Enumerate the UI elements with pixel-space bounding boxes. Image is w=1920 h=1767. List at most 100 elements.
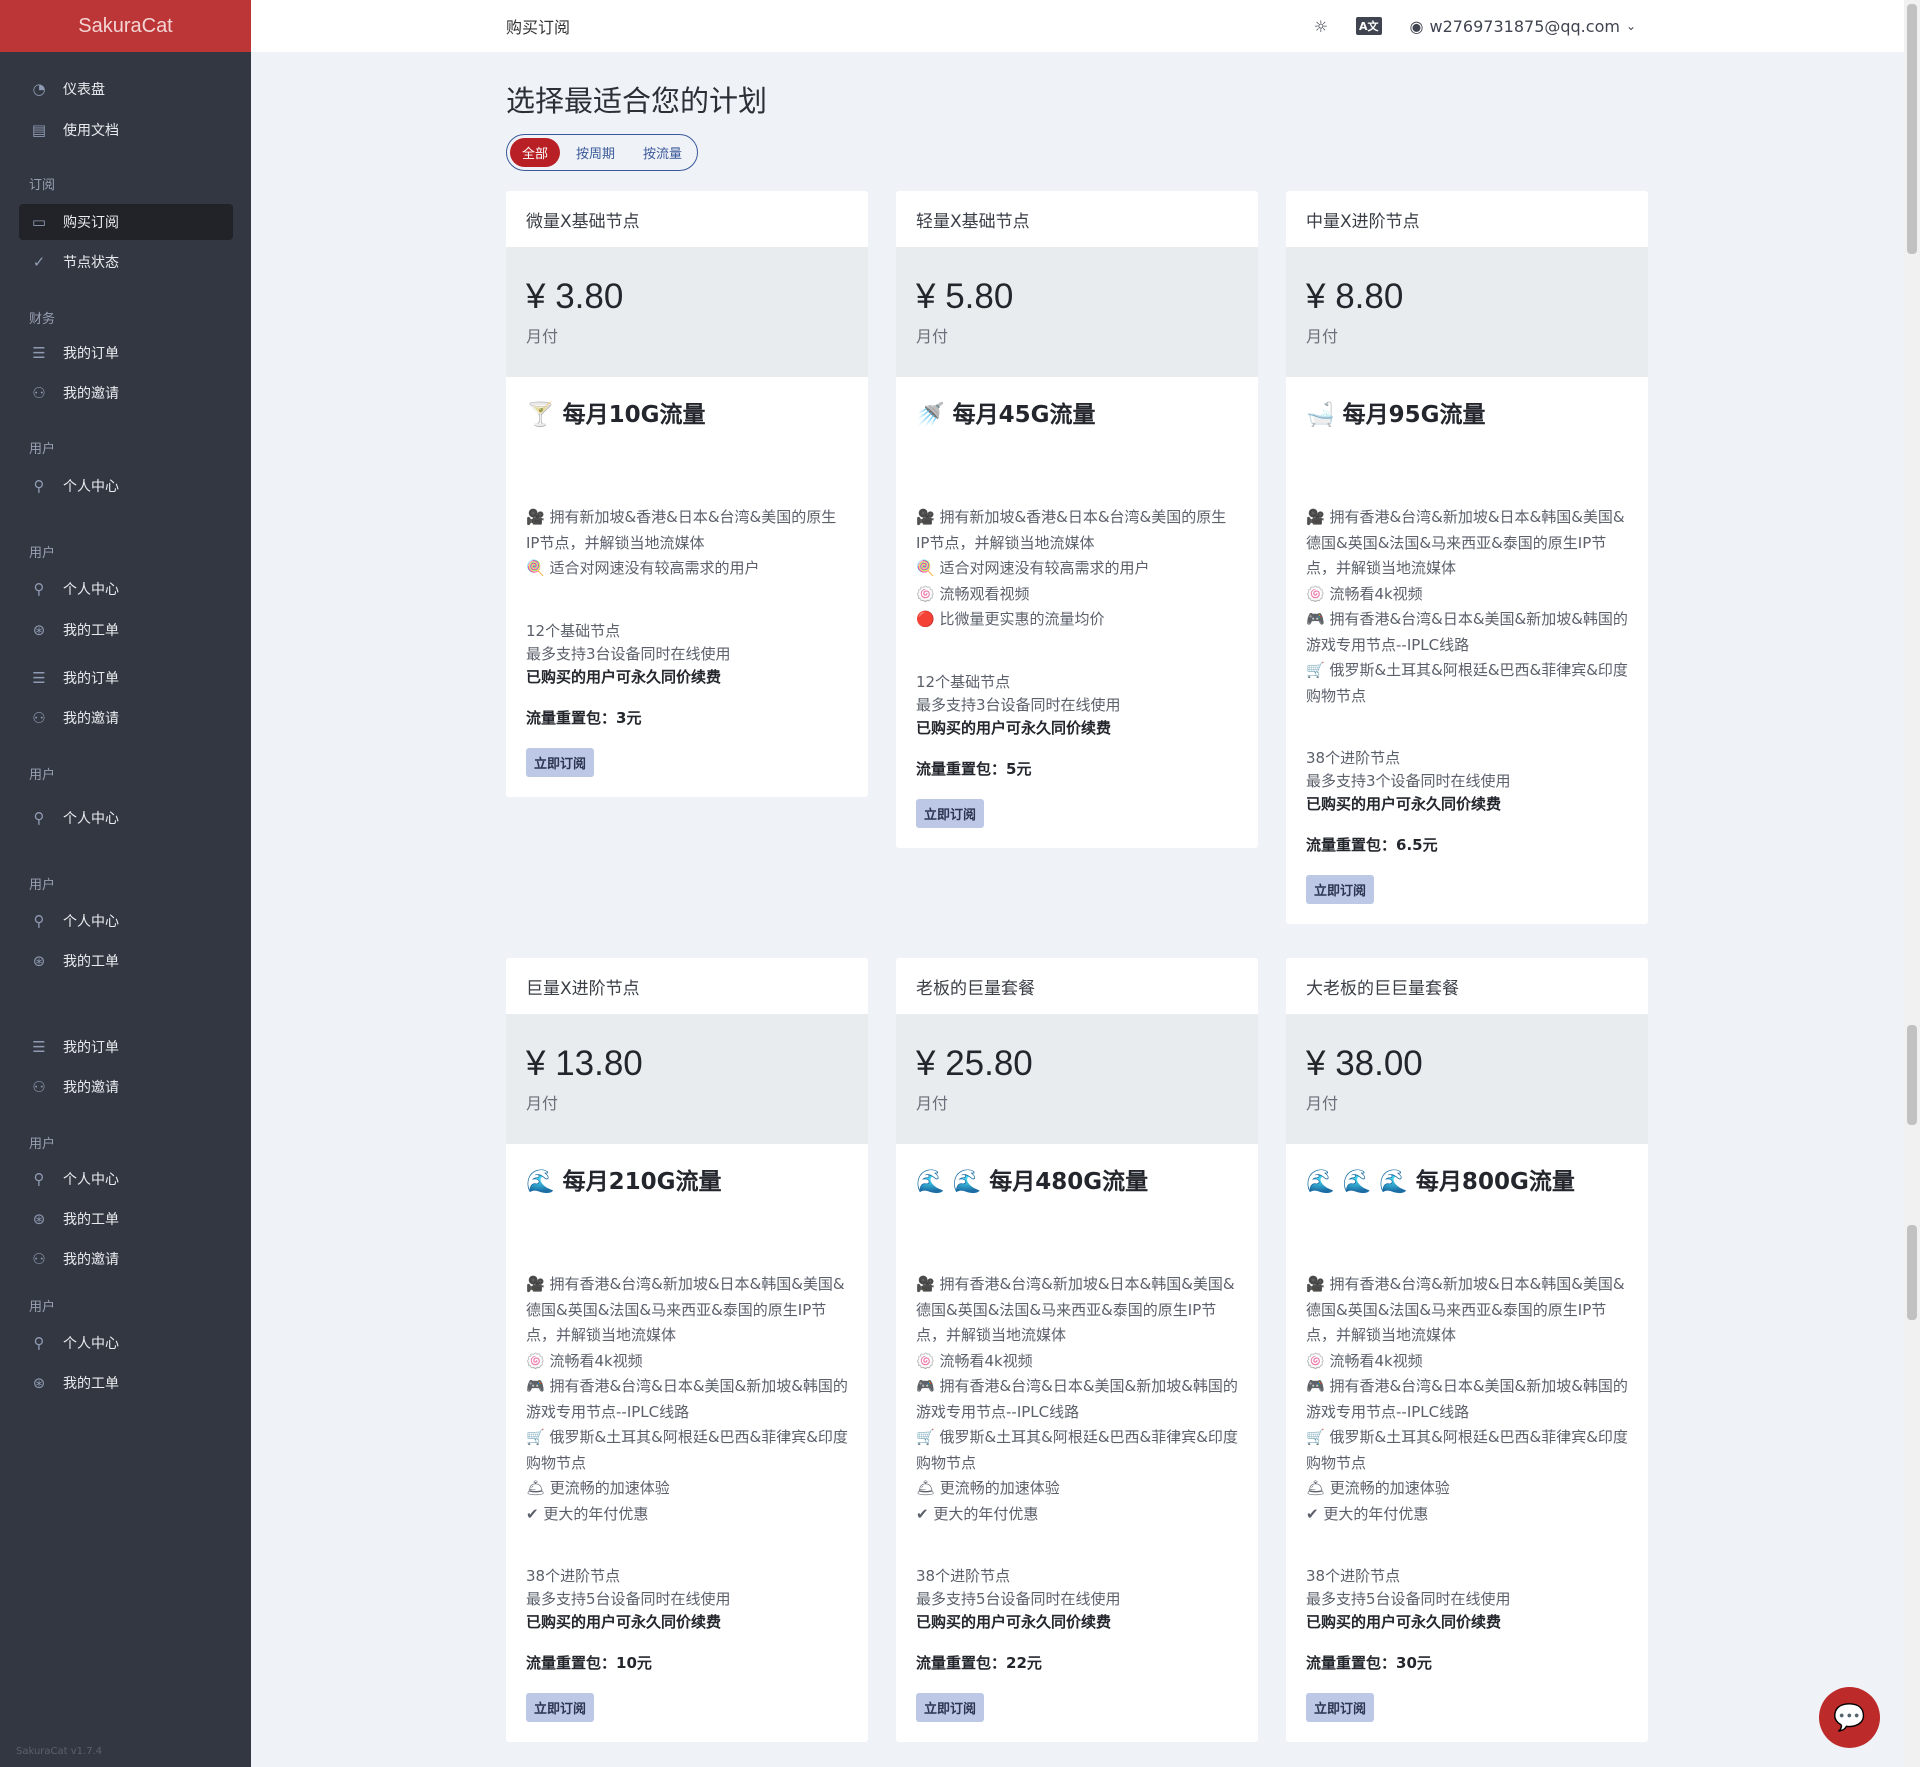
scrollbar[interactable] bbox=[1904, 0, 1920, 1767]
subscribe-button[interactable]: 立即订阅 bbox=[916, 1693, 985, 1722]
tab[interactable]: 按流量 bbox=[643, 147, 683, 162]
user-icon: ⚲ bbox=[33, 912, 45, 930]
sidebar-item[interactable]: ⚇ 我的邀请 bbox=[19, 375, 233, 411]
plan-grid: 微量X基础节点 ¥ 3.80 月付 🍸 每月10G流量 🎥 拥有新加坡&香港&日本&台湾… bbox=[506, 191, 1648, 1742]
plan-reset-price: 流量重置包：6.5元 bbox=[1306, 836, 1438, 854]
plan-feature: 🍥 流畅看4k视频 bbox=[916, 1351, 1033, 1370]
plan-feature: 🛎 更流畅的加速体验 bbox=[526, 1479, 670, 1497]
sidebar-item-label: 个人中心 bbox=[63, 582, 119, 598]
brand-logo[interactable]: SakuraCat bbox=[0, 0, 251, 52]
users-icon: ⚇ bbox=[32, 384, 46, 402]
users-icon: ⚇ bbox=[32, 1250, 46, 1268]
lifebuoy-icon: ⊛ bbox=[32, 1210, 46, 1228]
sidebar: SakuraCat ◔ 仪表盘 ▤ 使用文档 订阅 ▭ 购买订阅 ✓ 节点状态 财务 ☰ 我的订单 ⚇ 我… bbox=[0, 0, 251, 1767]
plan-feature: 🛒 俄罗斯&土耳其&阿根廷&巴西&菲律宾&印度购物节点 bbox=[1306, 1428, 1628, 1472]
main-content: 选择最适合您的计划 全部 按周期 按流量 微量X基础节点 ¥ 3.80 月付 🍸 每月10… bbox=[506, 52, 1648, 1742]
scrollbar-thumb[interactable] bbox=[1907, 1225, 1917, 1320]
plan-devices: 最多支持3台设备同时在线使用 bbox=[916, 695, 1121, 714]
sidebar-item[interactable]: ◔ 仪表盘 bbox=[19, 71, 233, 107]
plan-devices: 最多支持5台设备同时在线使用 bbox=[1306, 1590, 1511, 1608]
plan-renew: 已购买的用户可永久同价续费 bbox=[916, 718, 1112, 737]
plan-name: 轻量X基础节点 bbox=[916, 211, 1030, 232]
subscribe-button[interactable]: 立即订阅 bbox=[1306, 875, 1375, 904]
sidebar-item-label: 节点状态 bbox=[63, 255, 119, 271]
plan-period: 月付 bbox=[1306, 1094, 1339, 1113]
plan-feature: 🎮 拥有香港&台湾&日本&美国&新加坡&韩国的游戏专用节点--IPLC线路 bbox=[1306, 610, 1628, 654]
lifebuoy-icon: ⊛ bbox=[32, 621, 46, 639]
plan-devices: 最多支持5台设备同时在线使用 bbox=[916, 1590, 1121, 1608]
sidebar-item-label: 我的订单 bbox=[63, 1040, 119, 1056]
sidebar-item-label: 购买订阅 bbox=[63, 215, 119, 231]
plan-devices: 最多支持5台设备同时在线使用 bbox=[526, 1590, 731, 1608]
sidebar-item-label: 个人中心 bbox=[63, 1172, 119, 1188]
theme-icon[interactable]: ☼ bbox=[1313, 16, 1328, 36]
plan-feature: ✔ 更大的年付优惠 bbox=[916, 1504, 1039, 1523]
subscribe-button[interactable]: 立即订阅 bbox=[916, 798, 985, 828]
plan-headline: 🌊 每月210G流量 bbox=[526, 1169, 722, 1195]
sidebar-item[interactable]: ✓ 节点状态 bbox=[19, 244, 233, 280]
plan-nodes: 38个进阶节点 bbox=[1306, 1567, 1401, 1585]
plan-reset-price: 流量重置包：5元 bbox=[916, 759, 1032, 778]
sidebar-item[interactable]: ⚇ 我的邀请 bbox=[19, 1241, 233, 1277]
sidebar-item[interactable]: ⚇ 我的邀请 bbox=[19, 700, 233, 736]
plan-price: ¥ 3.80 bbox=[526, 277, 624, 316]
sidebar-item[interactable]: ▤ 使用文档 bbox=[19, 112, 233, 148]
sidebar-item[interactable]: ⚲ 个人中心 bbox=[19, 903, 233, 939]
plan-feature: 🔴 比微量更实惠的流量均价 bbox=[916, 610, 1105, 628]
sidebar-item[interactable]: ☰ 我的订单 bbox=[19, 1029, 233, 1065]
plan-reset-price: 流量重置包：22元 bbox=[916, 1654, 1042, 1672]
plan-period: 月付 bbox=[1306, 327, 1339, 346]
tab[interactable]: 按周期 bbox=[576, 147, 616, 162]
sidebar-item[interactable]: ⊛ 我的工单 bbox=[19, 943, 233, 979]
sidebar-item-label: 我的邀请 bbox=[63, 711, 119, 727]
user-menu[interactable]: ◉ w2769731875@qq.com ⌄ bbox=[1410, 17, 1636, 36]
sidebar-item[interactable]: ▭ 购买订阅 bbox=[19, 204, 233, 240]
sidebar-item[interactable]: ☰ 我的订单 bbox=[19, 335, 233, 371]
plan-devices: 最多支持3台设备同时在线使用 bbox=[526, 644, 731, 663]
plan-nodes: 38个进阶节点 bbox=[916, 1567, 1011, 1585]
chat-button[interactable]: 💬 bbox=[1819, 1687, 1880, 1748]
plan-feature: 🎥 拥有新加坡&香港&日本&台湾&美国的原生IP节点，并解锁当地流媒体 bbox=[526, 508, 837, 552]
sidebar-item-label: 我的工单 bbox=[63, 1376, 119, 1392]
subscribe-button[interactable]: 立即订阅 bbox=[526, 747, 595, 777]
plan-feature: 🛎 更流畅的加速体验 bbox=[1306, 1479, 1450, 1497]
list-icon: ☰ bbox=[32, 1038, 46, 1056]
plan-period: 月付 bbox=[916, 1094, 949, 1113]
scrollbar-thumb[interactable] bbox=[1907, 4, 1917, 254]
plan-price: ¥ 25.80 bbox=[916, 1044, 1033, 1083]
sidebar-item[interactable]: ⊛ 我的工单 bbox=[19, 1365, 233, 1401]
plan-devices: 最多支持3个设备同时在线使用 bbox=[1306, 772, 1511, 790]
subscribe-button[interactable]: 立即订阅 bbox=[526, 1693, 595, 1722]
sidebar-item[interactable]: ⚲ 个人中心 bbox=[19, 1161, 233, 1197]
plan-headline: 🛁 每月95G流量 bbox=[1306, 402, 1486, 428]
plan-period: 月付 bbox=[526, 1094, 559, 1113]
chevron-down-icon: ⌄ bbox=[1625, 19, 1636, 33]
subscribe-button[interactable]: 立即订阅 bbox=[1306, 1693, 1375, 1722]
plan-feature: 🎥 拥有香港&台湾&新加坡&日本&韩国&美国&德国&英国&法国&马来西亚&泰国的… bbox=[1306, 1275, 1625, 1344]
sidebar-item[interactable]: ☰ 我的订单 bbox=[19, 660, 233, 696]
translate-icon[interactable]: A文 bbox=[1356, 17, 1382, 35]
plan-name: 微量X基础节点 bbox=[526, 211, 640, 232]
user-circle-icon: ◉ bbox=[1409, 16, 1424, 36]
tab[interactable]: 全部 bbox=[510, 138, 561, 167]
sidebar-item[interactable]: ⚇ 我的邀请 bbox=[19, 1069, 233, 1105]
sidebar-section-label: 用户 bbox=[29, 1300, 56, 1315]
plan-filter-tabs: 全部 按周期 按流量 bbox=[506, 134, 699, 171]
check-circle-icon: ✓ bbox=[32, 253, 46, 271]
sidebar-item[interactable]: ⊛ 我的工单 bbox=[19, 1201, 233, 1237]
plan-name: 老板的巨量套餐 bbox=[916, 978, 1035, 999]
plan-card: 大老板的巨巨量套餐 ¥ 38.00 月付 🌊 🌊 🌊 每月800G流量 🎥 拥有香港&台… bbox=[1286, 958, 1648, 1742]
scrollbar-thumb[interactable] bbox=[1907, 1025, 1917, 1125]
sidebar-item[interactable]: ⚲ 个人中心 bbox=[19, 1325, 233, 1361]
sidebar-item[interactable]: ⊛ 我的工单 bbox=[19, 612, 233, 648]
sidebar-item[interactable]: ⚲ 个人中心 bbox=[19, 800, 233, 836]
sidebar-item[interactable]: ⚲ 个人中心 bbox=[19, 468, 233, 504]
plan-feature: 🍭 适合对网速没有较高需求的用户 bbox=[526, 559, 760, 577]
sidebar-item-label: 我的邀请 bbox=[63, 1252, 119, 1268]
sidebar-section-label: 财务 bbox=[29, 312, 56, 327]
sidebar-item[interactable]: ⚲ 个人中心 bbox=[19, 571, 233, 607]
plan-feature: ✔ 更大的年付优惠 bbox=[526, 1504, 649, 1523]
users-icon: ⚇ bbox=[32, 709, 46, 727]
plan-reset-price: 流量重置包：3元 bbox=[526, 708, 642, 727]
sidebar-item-label: 仪表盘 bbox=[63, 82, 105, 98]
